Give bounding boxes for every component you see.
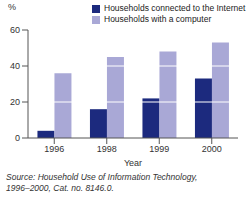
svg-text:Year: Year: [124, 158, 142, 168]
html-text:Source: Household Use of Infor: Source: Household Use of Information Tec…: [6, 172, 198, 193]
html-text:Households connected to the In: Households connected to the Internet: [104, 3, 246, 13]
svg-text:0: 0: [15, 133, 20, 143]
svg-text:1999: 1999: [149, 144, 169, 154]
svg-text:2000: 2000: [202, 144, 222, 154]
svg-text:1998: 1998: [97, 144, 117, 154]
svg-text:20: 20: [10, 97, 20, 107]
svg-text:40: 40: [10, 61, 20, 71]
svg-text:1996: 1996: [44, 144, 64, 154]
svg-text:60: 60: [10, 25, 20, 35]
html-text:Households with a computer: Households with a computer: [104, 14, 212, 24]
